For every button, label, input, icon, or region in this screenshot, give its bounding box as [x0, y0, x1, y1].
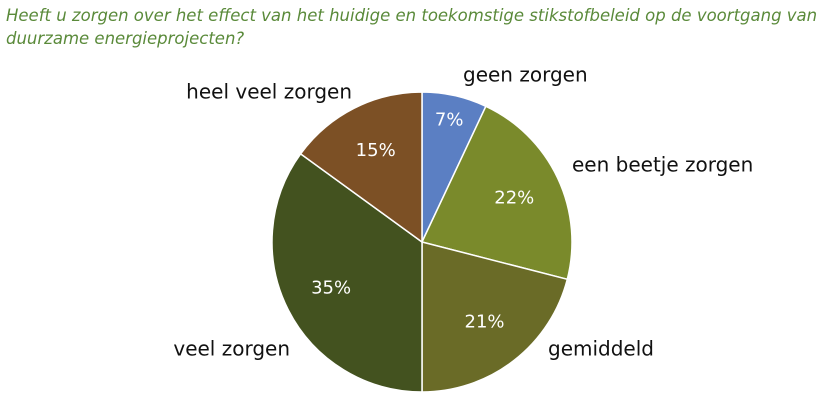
category-label: geen zorgen — [463, 63, 588, 87]
pie-slice — [271, 152, 423, 393]
chart-title: Heeft u zorgen over het effect van het h… — [6, 6, 828, 48]
pie-slice — [299, 91, 423, 244]
category-label: een beetje zorgen — [572, 153, 753, 177]
category-label: gemiddeld — [548, 337, 654, 361]
value-label: 21% — [465, 312, 505, 333]
value-label: 35% — [311, 277, 351, 298]
value-label: 22% — [494, 188, 534, 209]
value-label: 7% — [435, 109, 464, 130]
category-label: veel zorgen — [173, 337, 290, 361]
value-label: 15% — [356, 140, 396, 161]
category-label: heel veel zorgen — [186, 80, 352, 104]
pie-slice — [420, 105, 573, 281]
pie-slice — [421, 241, 569, 393]
